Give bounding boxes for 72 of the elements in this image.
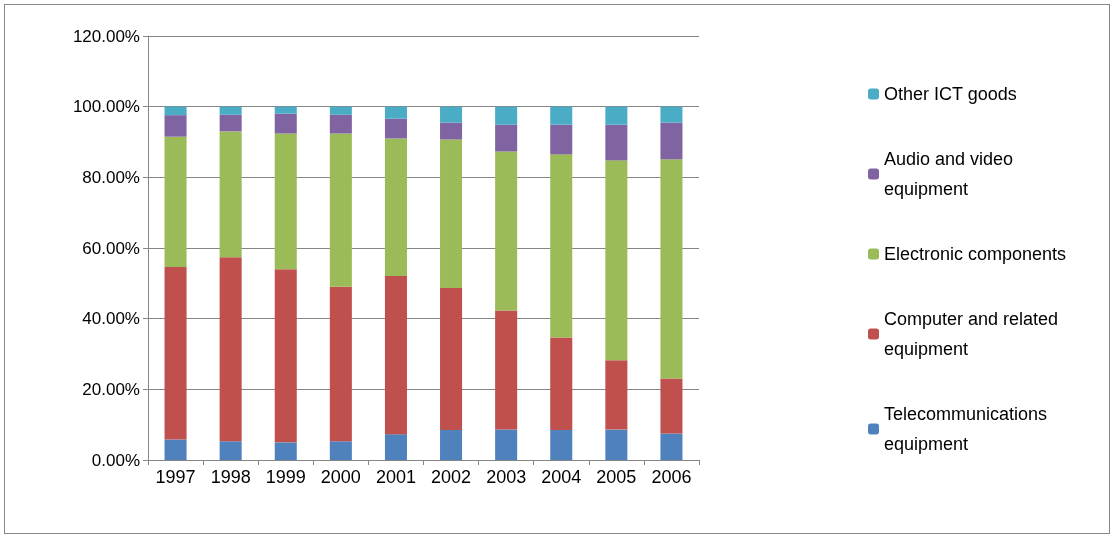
- legend-label: Audio and video equipment: [884, 149, 1019, 199]
- bar: [660, 122, 683, 160]
- bar: [605, 160, 628, 361]
- bar: [660, 433, 683, 460]
- y-tick-label: 20.00%: [82, 379, 140, 399]
- bar: [440, 122, 463, 140]
- bar: [164, 136, 187, 268]
- bar: [605, 429, 628, 460]
- bar: [495, 310, 518, 430]
- bar: [164, 115, 187, 137]
- bar: [605, 360, 628, 430]
- legend-label: Computer and related equipment: [884, 309, 1064, 359]
- x-tick-label: 2006: [651, 467, 692, 487]
- bar: [495, 106, 518, 125]
- bar: [660, 378, 683, 434]
- bar: [329, 441, 352, 460]
- bar: [329, 286, 352, 442]
- bar: [440, 106, 463, 123]
- x-tick-label: 2004: [541, 467, 582, 487]
- bar: [329, 114, 352, 134]
- y-tick-label: 80.00%: [82, 167, 140, 187]
- bar: [219, 114, 242, 132]
- bar: [495, 429, 518, 460]
- bar: [384, 275, 407, 435]
- bar: [164, 267, 187, 440]
- bar: [274, 106, 297, 114]
- y-tick-label: 40.00%: [82, 309, 140, 329]
- bar: [550, 124, 573, 155]
- x-tick-label: 2001: [375, 467, 416, 487]
- bar: [605, 124, 628, 161]
- bar: [550, 337, 573, 430]
- x-tick-label: 1998: [210, 467, 251, 487]
- bar: [384, 434, 407, 460]
- y-tick-label: 0.00%: [91, 450, 140, 470]
- bar: [329, 133, 352, 287]
- bar: [219, 106, 242, 115]
- x-tick-label: 2005: [596, 467, 637, 487]
- bar: [440, 287, 463, 430]
- bar: [384, 138, 407, 276]
- y-tick-label: 100.00%: [72, 97, 140, 117]
- bar: [164, 106, 187, 116]
- bar: [384, 106, 407, 119]
- bar: [274, 442, 297, 460]
- bar: [274, 113, 297, 134]
- x-tick-label: 1997: [155, 467, 196, 487]
- bar: [329, 106, 352, 115]
- bar: [274, 133, 297, 270]
- bar: [550, 106, 573, 125]
- bar: [219, 257, 242, 442]
- legend-label: Other ICT goods: [884, 84, 1017, 104]
- bar: [495, 124, 518, 152]
- legend-label: Telecommunications equipment: [884, 404, 1053, 454]
- y-tick-label: 60.00%: [82, 238, 140, 258]
- bar: [605, 106, 628, 125]
- bar: [384, 118, 407, 139]
- bar: [495, 151, 518, 311]
- x-tick-label: 2002: [431, 467, 472, 487]
- y-tick-label: 120.00%: [72, 26, 140, 46]
- bar: [219, 441, 242, 460]
- bar: [550, 429, 573, 460]
- x-tick-label: 2000: [320, 467, 361, 487]
- bar: [660, 159, 683, 379]
- x-tick-label: 1999: [265, 467, 306, 487]
- bar: [440, 429, 463, 460]
- bar: [550, 154, 573, 338]
- bar: [274, 269, 297, 443]
- legend-label: Electronic components: [884, 244, 1067, 264]
- bar: [219, 131, 242, 258]
- bar: [440, 139, 463, 288]
- bar: [164, 439, 187, 460]
- x-tick-label: 2003: [486, 467, 527, 487]
- bar: [660, 106, 683, 123]
